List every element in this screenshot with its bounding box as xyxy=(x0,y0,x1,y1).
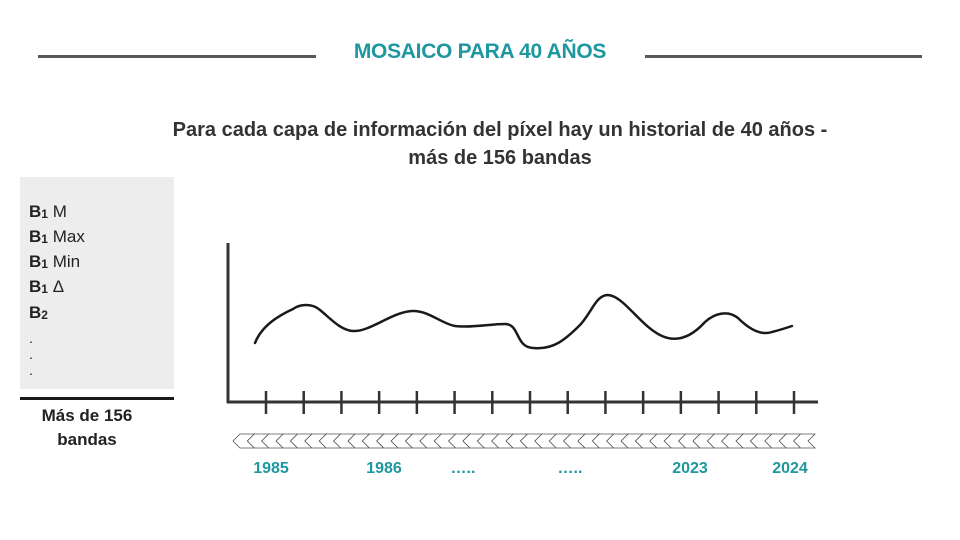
ellipsis-dot: . xyxy=(29,330,33,346)
time-series-curve xyxy=(253,293,794,350)
timeline-label: ….. xyxy=(557,460,583,477)
axis-ticks xyxy=(264,391,796,414)
subtitle-line-2: más de 156 bandas xyxy=(408,147,592,169)
bands-caption: Más de 156 bandas xyxy=(20,404,154,452)
title-rule-left xyxy=(38,55,316,58)
band-list-panel: B1 M B1 Max B1 Min B1 Δ B2 . . . xyxy=(20,177,174,389)
band-item: B1 Max xyxy=(29,227,85,246)
slide-title: MOSAICO PARA 40 AÑOS xyxy=(353,40,607,63)
bands-caption-line-1: Más de 156 xyxy=(41,406,133,425)
timeline-chevron-band xyxy=(232,433,816,449)
timeline-label: 1986 xyxy=(366,460,402,477)
ellipsis-dot: . xyxy=(29,362,33,378)
band-item: B1 Min xyxy=(29,252,81,271)
ellipsis-dot: . xyxy=(29,346,33,362)
timeline-chevron xyxy=(793,433,816,449)
band-item: B2 xyxy=(29,303,48,322)
bands-caption-line-2: bandas xyxy=(57,430,117,449)
subtitle-line-1: Para cada capa de información del píxel … xyxy=(172,119,828,141)
timeline-label: 1985 xyxy=(253,460,289,477)
timeline-label: 2024 xyxy=(772,460,808,477)
band-item: B1 M xyxy=(29,202,67,221)
band-panel-rule xyxy=(20,397,174,400)
title-rule-right xyxy=(645,55,922,58)
timeline-label: 2023 xyxy=(672,460,708,477)
timeline-label: ….. xyxy=(450,460,476,477)
subtitle: Para cada capa de información del píxel … xyxy=(150,116,850,172)
band-item: B1 Δ xyxy=(29,277,65,296)
